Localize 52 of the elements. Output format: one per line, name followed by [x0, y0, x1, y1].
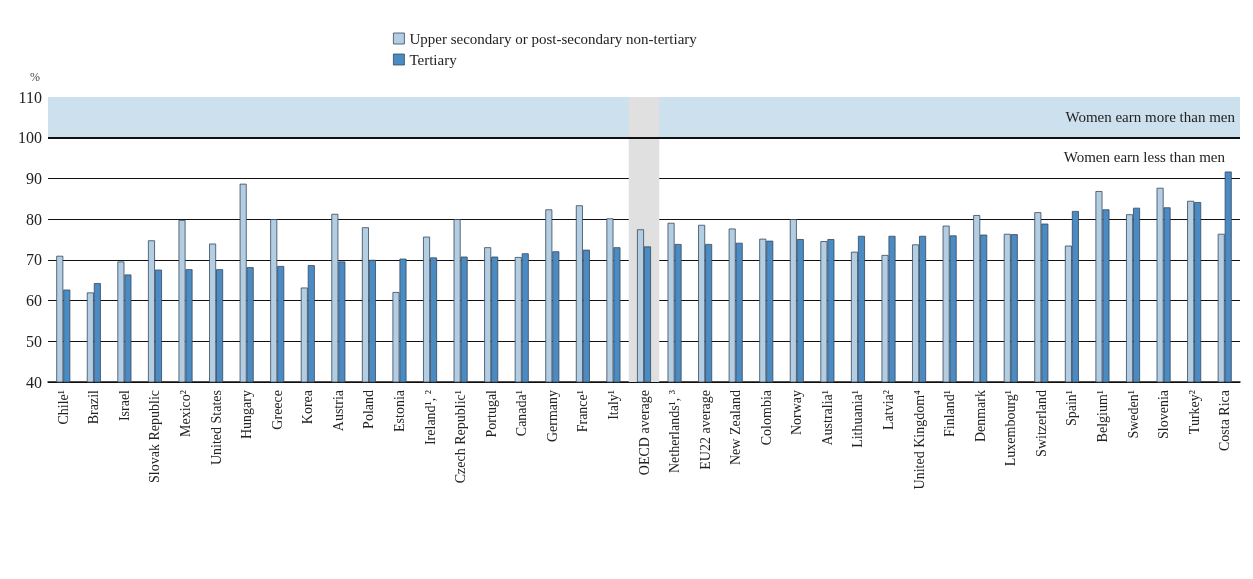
x-tick-label: New Zealand	[728, 390, 744, 466]
x-tick-label: Switzerland	[1033, 390, 1049, 457]
x-tick-label: Canada¹	[514, 390, 530, 437]
x-tick-label: Italy¹	[605, 390, 621, 420]
x-tick-label: Netherlands¹, ³	[667, 390, 683, 474]
x-tick-label: Poland	[361, 390, 377, 429]
x-tick-label: Colombia	[758, 389, 774, 446]
x-tick-label: Latvia²	[881, 390, 897, 430]
x-tick-label: Sweden¹	[1125, 390, 1141, 439]
x-tick-label: Australia¹	[819, 390, 835, 446]
y-tick-label: 50	[26, 332, 42, 350]
y-tick-label: 70	[26, 251, 42, 269]
x-tick-label: Luxembourg¹	[1003, 390, 1019, 467]
x-tick-label: Austria	[330, 389, 346, 432]
x-tick-label: Chile¹	[55, 390, 71, 425]
x-tick-label: Germany	[544, 390, 560, 443]
x-tick-label: Czech Republic¹	[453, 390, 469, 484]
x-tick-label: Costa Rica	[1217, 389, 1233, 452]
x-tick-label: Slovenia	[1156, 389, 1172, 439]
x-tick-label: Greece	[269, 390, 285, 430]
x-tick-label: Estonia	[391, 389, 407, 432]
x-tick-label: Finland¹	[942, 390, 958, 437]
x-tick-label: Lithuania¹	[850, 390, 866, 448]
ref-line-label: Women earn less than men	[1063, 149, 1226, 166]
x-tick-label: Spain¹	[1064, 390, 1080, 427]
x-tick-label: Belgium¹	[1094, 390, 1110, 443]
x-tick-label: Ireland¹, ²	[422, 390, 438, 446]
x-tick-label: United States	[208, 390, 224, 466]
y-tick-label: 80	[26, 210, 42, 228]
y-tick-label: 110	[18, 88, 42, 106]
legend-label: Tertiary	[409, 51, 458, 68]
legend-label: Upper secondary or post-secondary non-tertiary	[409, 30, 698, 47]
y-tick-label: 90	[26, 169, 42, 187]
x-tick-label: Portugal	[483, 389, 499, 438]
x-tick-label: Denmark	[972, 390, 988, 443]
x-tick-label: Mexico²	[178, 390, 194, 437]
band-label: Women earn more than men	[1065, 109, 1236, 126]
x-tick-label: Norway	[789, 390, 805, 436]
x-tick-label: Turkey²	[1186, 390, 1202, 435]
x-tick-label: France¹	[575, 390, 591, 433]
x-tick-label: Hungary	[239, 390, 255, 439]
y-tick-label: 100	[18, 129, 42, 147]
x-tick-label: United Kingdom⁴	[911, 389, 927, 490]
y-tick-label: 60	[26, 292, 42, 310]
y-axis-title: %	[30, 70, 40, 84]
x-tick-label: OECD average	[636, 390, 652, 476]
x-tick-label: Israel	[116, 389, 132, 422]
x-tick-label: EU22 average	[697, 390, 713, 470]
x-tick-label: Slovak Republic	[147, 390, 163, 483]
y-tick-label: 40	[26, 373, 42, 391]
x-tick-label: Brazil	[86, 389, 102, 425]
x-tick-label: Korea	[300, 389, 316, 425]
